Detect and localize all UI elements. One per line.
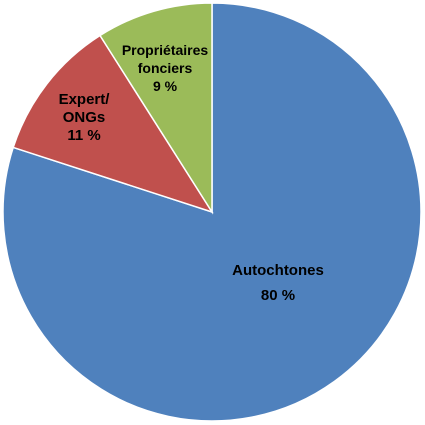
pie-slice-1 — [12, 34, 214, 214]
slice-label-line: Propriétaires — [122, 42, 209, 58]
slice-label-1: Expert/ONGs 11 % — [59, 91, 111, 144]
slice-label-2: Propriétaires fonciers 9 % — [122, 42, 209, 94]
slice-label-0: Autochtones 80 % — [232, 262, 324, 304]
slice-value-label: 9 % — [153, 78, 178, 94]
slice-value-label: 11 % — [67, 127, 100, 144]
slice-label-line: ONGs — [63, 109, 106, 126]
slice-label-line: fonciers — [138, 60, 193, 76]
pie-labels: Autochtones 80 %Expert/ONGs 11 %Propriétai… — [59, 42, 324, 304]
slice-label-line: Expert/ — [59, 91, 111, 108]
pie-slices — [2, 2, 422, 422]
slice-label-line: Autochtones — [232, 262, 324, 279]
slice-value-label: 80 % — [261, 287, 295, 304]
pie-slice-2 — [98, 2, 213, 215]
